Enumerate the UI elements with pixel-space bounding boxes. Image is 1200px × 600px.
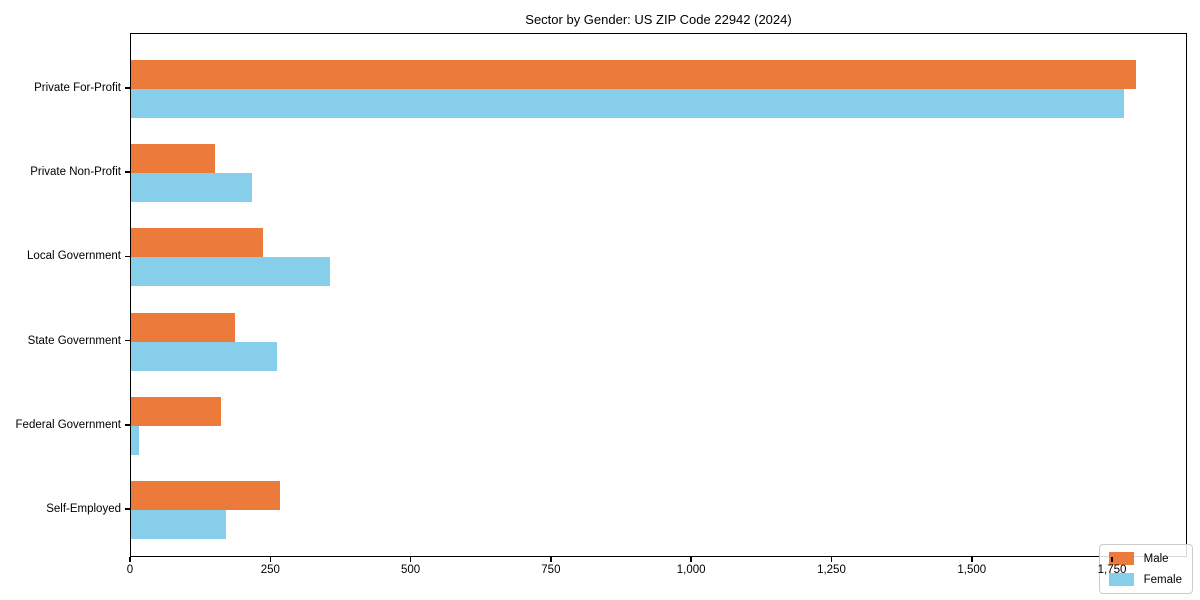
x-axis-label-1,250: 1,250 (817, 564, 846, 576)
legend-label-male: Male (1143, 552, 1169, 565)
x-tick-250 (269, 557, 272, 562)
y-axis-label-federal-government: Federal Government (15, 418, 121, 431)
bar-female-private-non-profit (131, 173, 252, 203)
x-axis-label-500: 500 (400, 564, 421, 576)
legend-label-female: Female (1143, 573, 1182, 586)
y-axis-label-local-government: Local Government (27, 250, 121, 263)
plot-area (130, 33, 1187, 557)
x-tick-0 (129, 557, 131, 562)
x-axis-label-750: 750 (541, 564, 561, 576)
chart-title: Sector by Gender: US ZIP Code 22942 (202… (525, 12, 792, 27)
x-axis-label-0: 0 (126, 564, 134, 576)
y-tick-private-for-profit (125, 87, 130, 89)
y-axis-label-self-employed: Self-Employed (46, 503, 121, 515)
y-tick-local-government (125, 255, 130, 258)
x-axis-label-250: 250 (260, 564, 280, 576)
bar-female-federal-government (131, 425, 140, 455)
x-tick-1,500 (971, 557, 973, 562)
bar-female-local-government (131, 257, 331, 287)
y-tick-self-employed (125, 508, 130, 510)
legend-swatch-male (1108, 552, 1134, 565)
y-axis-label-state-government: State Government (27, 334, 121, 347)
legend-entry-female: Female (1108, 573, 1182, 586)
bar-male-state-government (131, 312, 235, 342)
bar-female-private-for-profit (131, 89, 1125, 118)
bar-male-private-for-profit (131, 60, 1136, 89)
x-axis-label-1,500: 1,500 (957, 564, 987, 576)
x-axis-label-1,000: 1,000 (676, 564, 706, 576)
bar-female-state-government (131, 341, 277, 371)
bar-male-self-employed (131, 481, 280, 510)
x-tick-1,000 (690, 557, 692, 562)
y-tick-state-government (125, 339, 130, 342)
legend-entry-male: Male (1108, 552, 1182, 565)
y-tick-federal-government (125, 424, 130, 426)
x-tick-1,750 (1111, 557, 1113, 562)
x-tick-500 (409, 557, 412, 562)
bar-female-self-employed (131, 510, 227, 539)
legend: Male Female (1098, 544, 1193, 594)
bar-male-private-non-profit (131, 144, 216, 174)
y-axis-label-private-for-profit: Private For-Profit (34, 82, 121, 94)
y-axis-label-private-non-profit: Private Non-Profit (30, 166, 121, 179)
x-tick-750 (550, 557, 552, 562)
bar-male-federal-government (131, 396, 221, 426)
x-tick-1,250 (830, 557, 833, 562)
y-tick-private-non-profit (125, 171, 130, 173)
x-axis-label-1,750: 1,750 (1097, 564, 1127, 576)
bar-male-local-government (131, 228, 263, 258)
legend-swatch-female (1108, 573, 1134, 586)
